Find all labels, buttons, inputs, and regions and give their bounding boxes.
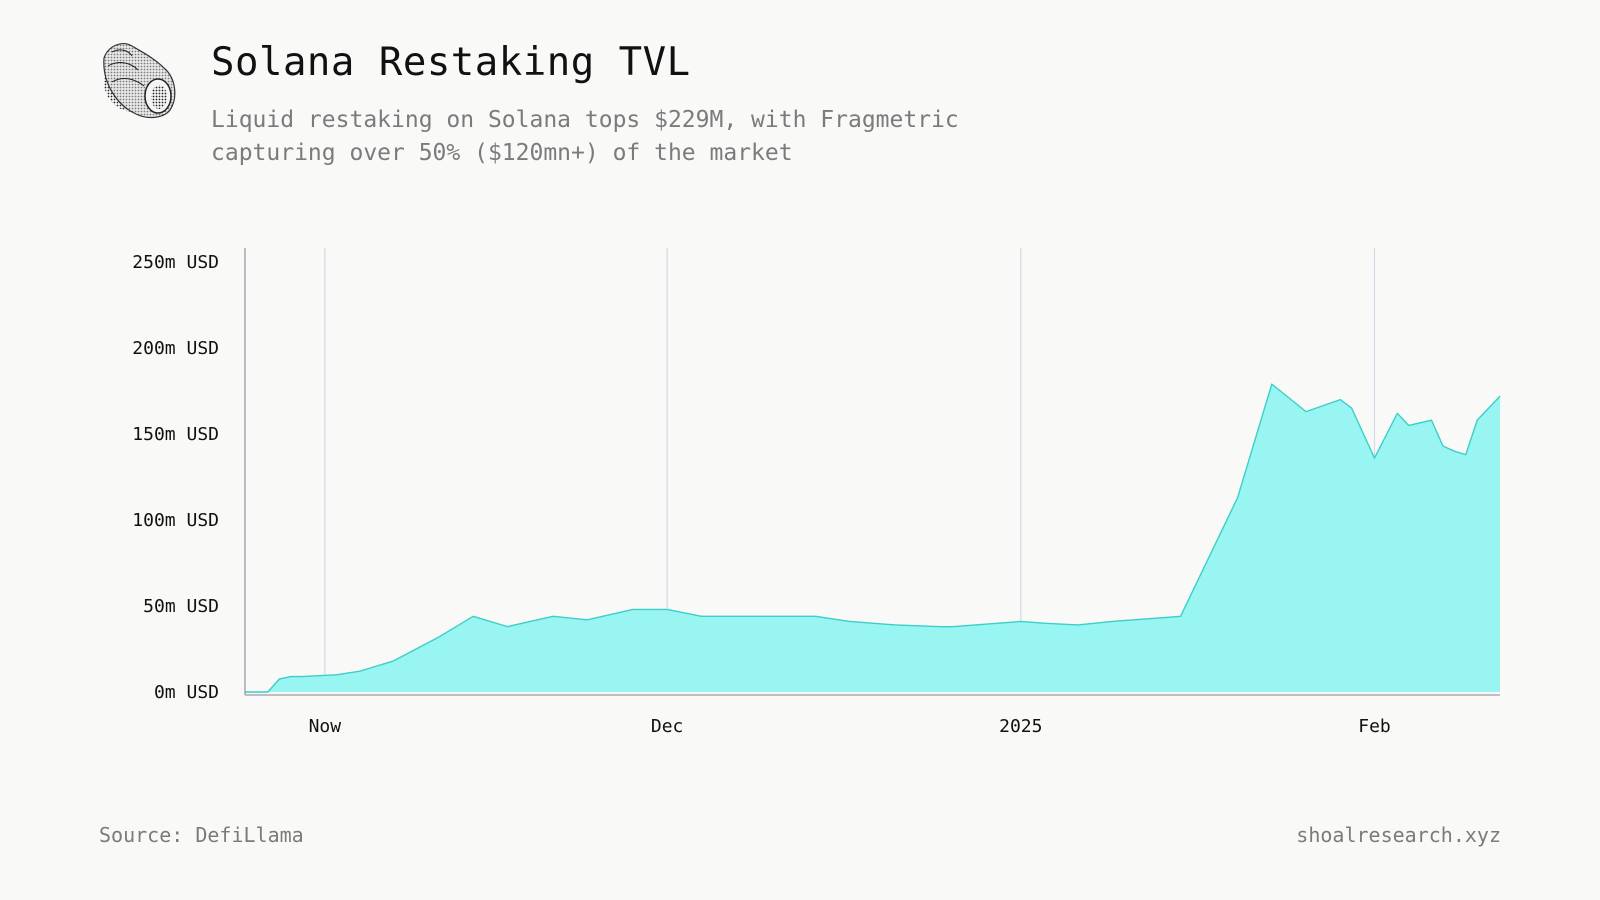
source-label: Source: DefiLlama <box>99 823 304 847</box>
seashell-icon <box>103 43 176 119</box>
y-tick-label: 200m USD <box>132 338 219 359</box>
chart-subtitle: Liquid restaking on Solana tops $229M, w… <box>211 107 959 166</box>
y-tick-label: 150m USD <box>132 424 219 445</box>
axis-layer <box>244 248 1500 696</box>
y-tick-label: 50m USD <box>143 596 219 617</box>
y-axis-ticks: 0m USD 50m USD 100m USD 150m USD 200m USD 250… <box>132 252 219 703</box>
x-tick-label: Now <box>309 716 342 737</box>
x-tick-label: 2025 <box>999 716 1042 737</box>
x-tick-label: Feb <box>1358 716 1391 737</box>
x-tick-label: Dec <box>651 716 684 737</box>
tvl-line <box>245 383 1501 693</box>
chart-title: Solana Restaking TVL <box>211 40 691 85</box>
y-tick-label: 0m USD <box>154 682 219 703</box>
y-tick-label: 100m USD <box>132 510 219 531</box>
x-axis-ticks: Now Dec 2025 Feb <box>309 716 1391 737</box>
site-link[interactable]: shoalresearch.xyz <box>1296 823 1501 847</box>
tvl-area <box>245 384 1500 692</box>
area-layer <box>244 383 1501 693</box>
y-tick-label: 250m USD <box>132 252 219 273</box>
